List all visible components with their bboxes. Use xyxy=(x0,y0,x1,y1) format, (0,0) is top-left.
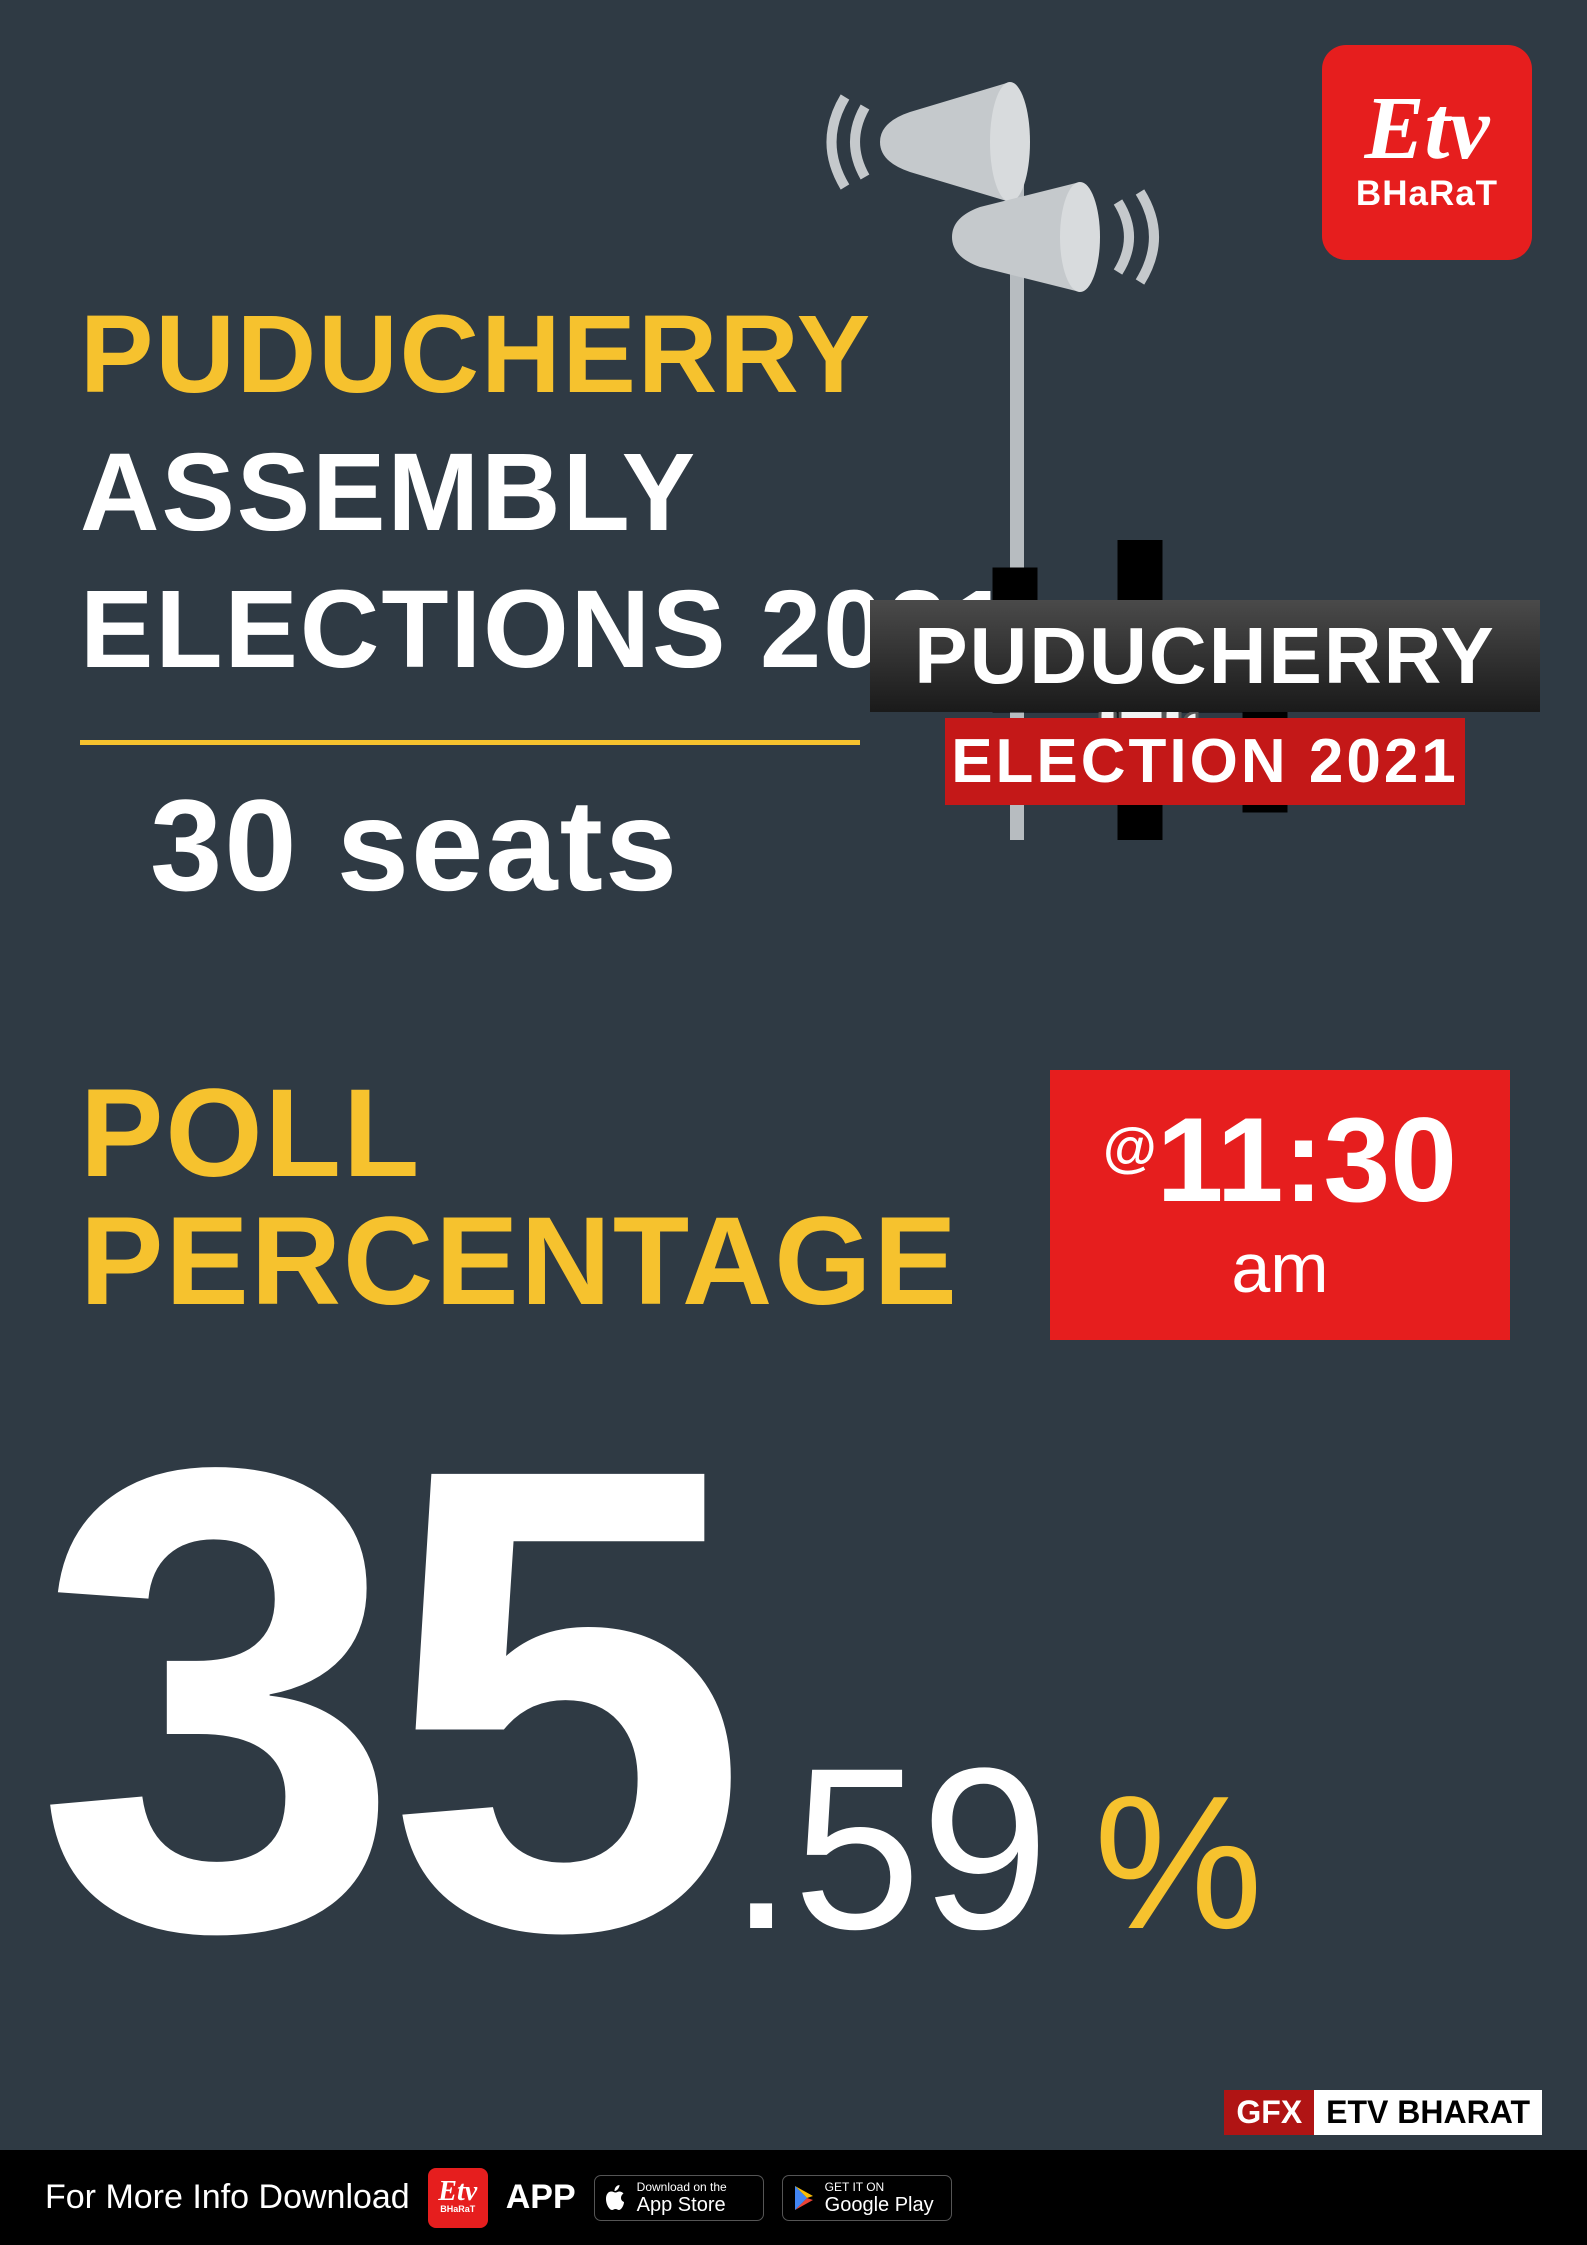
election-state-bar: PUDUCHERRY xyxy=(870,600,1540,712)
footer-info-text: For More Info Download xyxy=(45,2178,410,2217)
play-tiny: GET IT ON xyxy=(825,2181,937,2193)
headline-line1: PUDUCHERRY xyxy=(80,286,1013,424)
gfx-badge: GFX ETV BHARAT xyxy=(1224,2090,1542,2135)
poll-label-l2: PERCENTAGE xyxy=(80,1198,959,1326)
apple-icon xyxy=(605,2185,629,2211)
seats-count: 30 seats xyxy=(150,770,679,920)
pct-integer: 35 xyxy=(35,1331,729,2068)
appstore-badge[interactable]: Download on the App Store xyxy=(594,2175,764,2221)
appstore-text: App Store xyxy=(637,2194,726,2216)
headline-line2: ASSEMBLY xyxy=(80,424,1013,562)
time-value: @11:30 xyxy=(1050,1100,1510,1220)
poll-label-l1: POLL xyxy=(80,1070,959,1198)
time-at: @ xyxy=(1103,1116,1157,1178)
brand-script: Etv xyxy=(1365,91,1490,168)
poll-percentage-value: 35.59% xyxy=(35,1370,1555,2030)
brand-logo: Etv BHaRaT xyxy=(1322,45,1532,260)
pct-symbol: % xyxy=(1094,1757,1263,1969)
election-year-bar: ELECTION 2021 xyxy=(945,718,1465,805)
poll-percentage-label: POLL PERCENTAGE xyxy=(80,1070,959,1325)
gfx-brand: ETV BHARAT xyxy=(1314,2090,1542,2135)
time-box: @11:30 am xyxy=(1050,1070,1510,1340)
pct-decimal: .59 xyxy=(729,1720,1049,1977)
footer-app-text: APP xyxy=(506,2178,576,2217)
election-emblem-block: PUDUCHERRY ELECTION 2021 xyxy=(870,600,1540,805)
time-ampm: am xyxy=(1050,1228,1510,1308)
appstore-tiny: Download on the xyxy=(637,2181,749,2193)
mini-brand-logo: Etv BHaRaT xyxy=(428,2168,488,2228)
footer-left: For More Info Download Etv BHaRaT APP Do… xyxy=(45,2168,952,2228)
gfx-label: GFX xyxy=(1224,2090,1314,2135)
googleplay-icon xyxy=(793,2185,817,2211)
brand-sub: BHaRaT xyxy=(1356,174,1498,214)
play-text: Google Play xyxy=(825,2194,934,2216)
googleplay-badge[interactable]: GET IT ON Google Play xyxy=(782,2175,952,2221)
footer-bar: For More Info Download Etv BHaRaT APP Do… xyxy=(0,2150,1587,2245)
divider-line xyxy=(80,740,860,745)
